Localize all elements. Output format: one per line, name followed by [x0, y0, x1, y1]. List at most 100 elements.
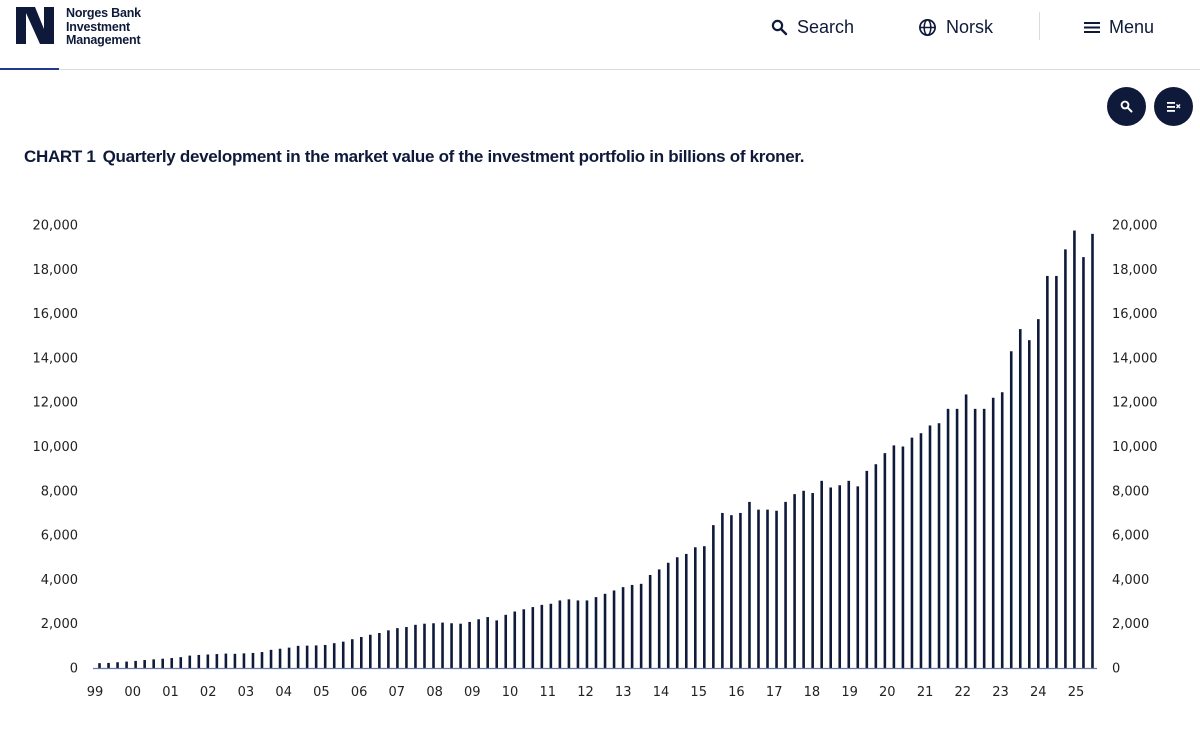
- bar: [721, 512, 724, 668]
- menu-label: Menu: [1109, 16, 1155, 37]
- brand-line-3: Management: [66, 33, 141, 47]
- y-tick-label-left: 18,000: [33, 263, 79, 278]
- bar: [197, 654, 201, 668]
- search-label: Search: [797, 16, 855, 37]
- brand-logo[interactable]: Norges Bank Investment Management: [16, 6, 141, 48]
- x-tick-label: 20: [879, 685, 896, 700]
- y-tick-label-right: 8,000: [1112, 484, 1149, 499]
- bar: [468, 621, 471, 668]
- bar: [522, 609, 526, 668]
- brand-line-1: Norges Bank: [66, 6, 141, 20]
- x-tick-label: 07: [389, 685, 406, 700]
- bar: [423, 623, 426, 668]
- y-tick-label-left: 20,000: [33, 219, 79, 234]
- bar: [892, 445, 896, 668]
- brand-line-2: Investment: [66, 19, 130, 34]
- bar: [332, 643, 336, 668]
- bar: [215, 654, 219, 668]
- x-tick-label: 25: [1068, 685, 1085, 700]
- bar: [224, 653, 228, 668]
- chart-heading: CHART 1 Quarterly development in the mark…: [24, 147, 805, 167]
- bar: [666, 562, 670, 668]
- bar: [1009, 351, 1013, 668]
- bar: [1000, 392, 1004, 668]
- y-tick-label-right: 10,000: [1112, 440, 1158, 455]
- menu-button[interactable]: Menu: [1084, 14, 1154, 40]
- bar: [179, 657, 183, 668]
- bar: [405, 627, 408, 668]
- chart-options-button[interactable]: [1154, 87, 1193, 126]
- y-tick-label-right: 20,000: [1112, 219, 1158, 234]
- x-tick-label: 21: [917, 685, 934, 700]
- x-tick-label: 00: [124, 685, 141, 700]
- bar: [712, 525, 715, 668]
- language-label: Norsk: [946, 16, 994, 37]
- y-tick-label-right: 12,000: [1112, 396, 1158, 411]
- bar: [567, 599, 571, 668]
- chart-number: CHART 1: [24, 147, 96, 166]
- bar: [378, 633, 381, 668]
- x-tick-label: 02: [200, 685, 217, 700]
- x-tick-label: 17: [766, 685, 783, 700]
- language-switch[interactable]: Norsk: [918, 14, 993, 40]
- hamburger-menu-icon: [1084, 21, 1100, 33]
- bar: [603, 593, 607, 668]
- bar: [152, 659, 155, 668]
- y-tick-label-left: 14,000: [33, 351, 79, 366]
- bar: [233, 653, 237, 668]
- bar: [820, 480, 823, 668]
- x-tick-label: 08: [426, 685, 443, 700]
- zoom-button[interactable]: [1107, 87, 1146, 126]
- bar: [1018, 329, 1022, 668]
- bar: [621, 587, 625, 668]
- bar: [441, 622, 444, 668]
- bar: [1028, 340, 1031, 668]
- x-tick-label: 99: [87, 685, 104, 700]
- y-tick-label-left: 8,000: [41, 484, 78, 499]
- bar: [802, 490, 805, 668]
- bar: [540, 604, 544, 668]
- bar: [414, 624, 417, 668]
- x-tick-label: 15: [690, 685, 707, 700]
- top-navigation-bar: Norges Bank Investment Management Search…: [0, 0, 1200, 70]
- bar: [775, 510, 778, 668]
- nbim-logo-icon: [16, 7, 54, 44]
- bar: [946, 408, 950, 668]
- chart-title: Quarterly development in the market valu…: [102, 147, 805, 166]
- bar: [937, 423, 941, 668]
- x-tick-label: 01: [162, 685, 179, 700]
- x-tick-label: 22: [955, 685, 972, 700]
- bar: [116, 662, 119, 668]
- bar: [1037, 319, 1040, 668]
- bar: [955, 408, 959, 668]
- x-tick-label: 09: [464, 685, 481, 700]
- bar: [513, 611, 517, 668]
- bar: [928, 425, 932, 668]
- x-tick-label: 05: [313, 685, 330, 700]
- bar: [982, 408, 986, 668]
- bar: [964, 394, 968, 668]
- search-button[interactable]: Search: [771, 14, 854, 40]
- bar: [784, 501, 787, 669]
- y-tick-label-right: 14,000: [1112, 351, 1158, 366]
- search-icon: [771, 19, 788, 35]
- y-tick-label-left: 16,000: [33, 307, 79, 322]
- bar: [910, 437, 914, 668]
- bar: [694, 547, 697, 668]
- bar: [350, 639, 354, 668]
- globe-icon: [919, 18, 936, 36]
- bar: [766, 509, 769, 668]
- bar: [811, 493, 814, 668]
- bar: [630, 584, 634, 668]
- bar: [107, 662, 110, 668]
- bar: [739, 512, 742, 668]
- bar: [341, 641, 345, 668]
- bar: [657, 569, 661, 668]
- market-value-bar-chart: 0 2,000 4,000 6,000 8,000 10,000 12,000 14,000 1…: [33, 219, 1158, 701]
- active-tab-indicator: [0, 68, 59, 70]
- y-axis-right: 0 2,000 4,000 6,000 8,000 10,000 12,000 14,000 1…: [1112, 219, 1158, 677]
- bar: [585, 600, 589, 668]
- y-tick-label-right: 6,000: [1112, 529, 1149, 544]
- bar: [305, 645, 309, 668]
- bar: [730, 515, 733, 668]
